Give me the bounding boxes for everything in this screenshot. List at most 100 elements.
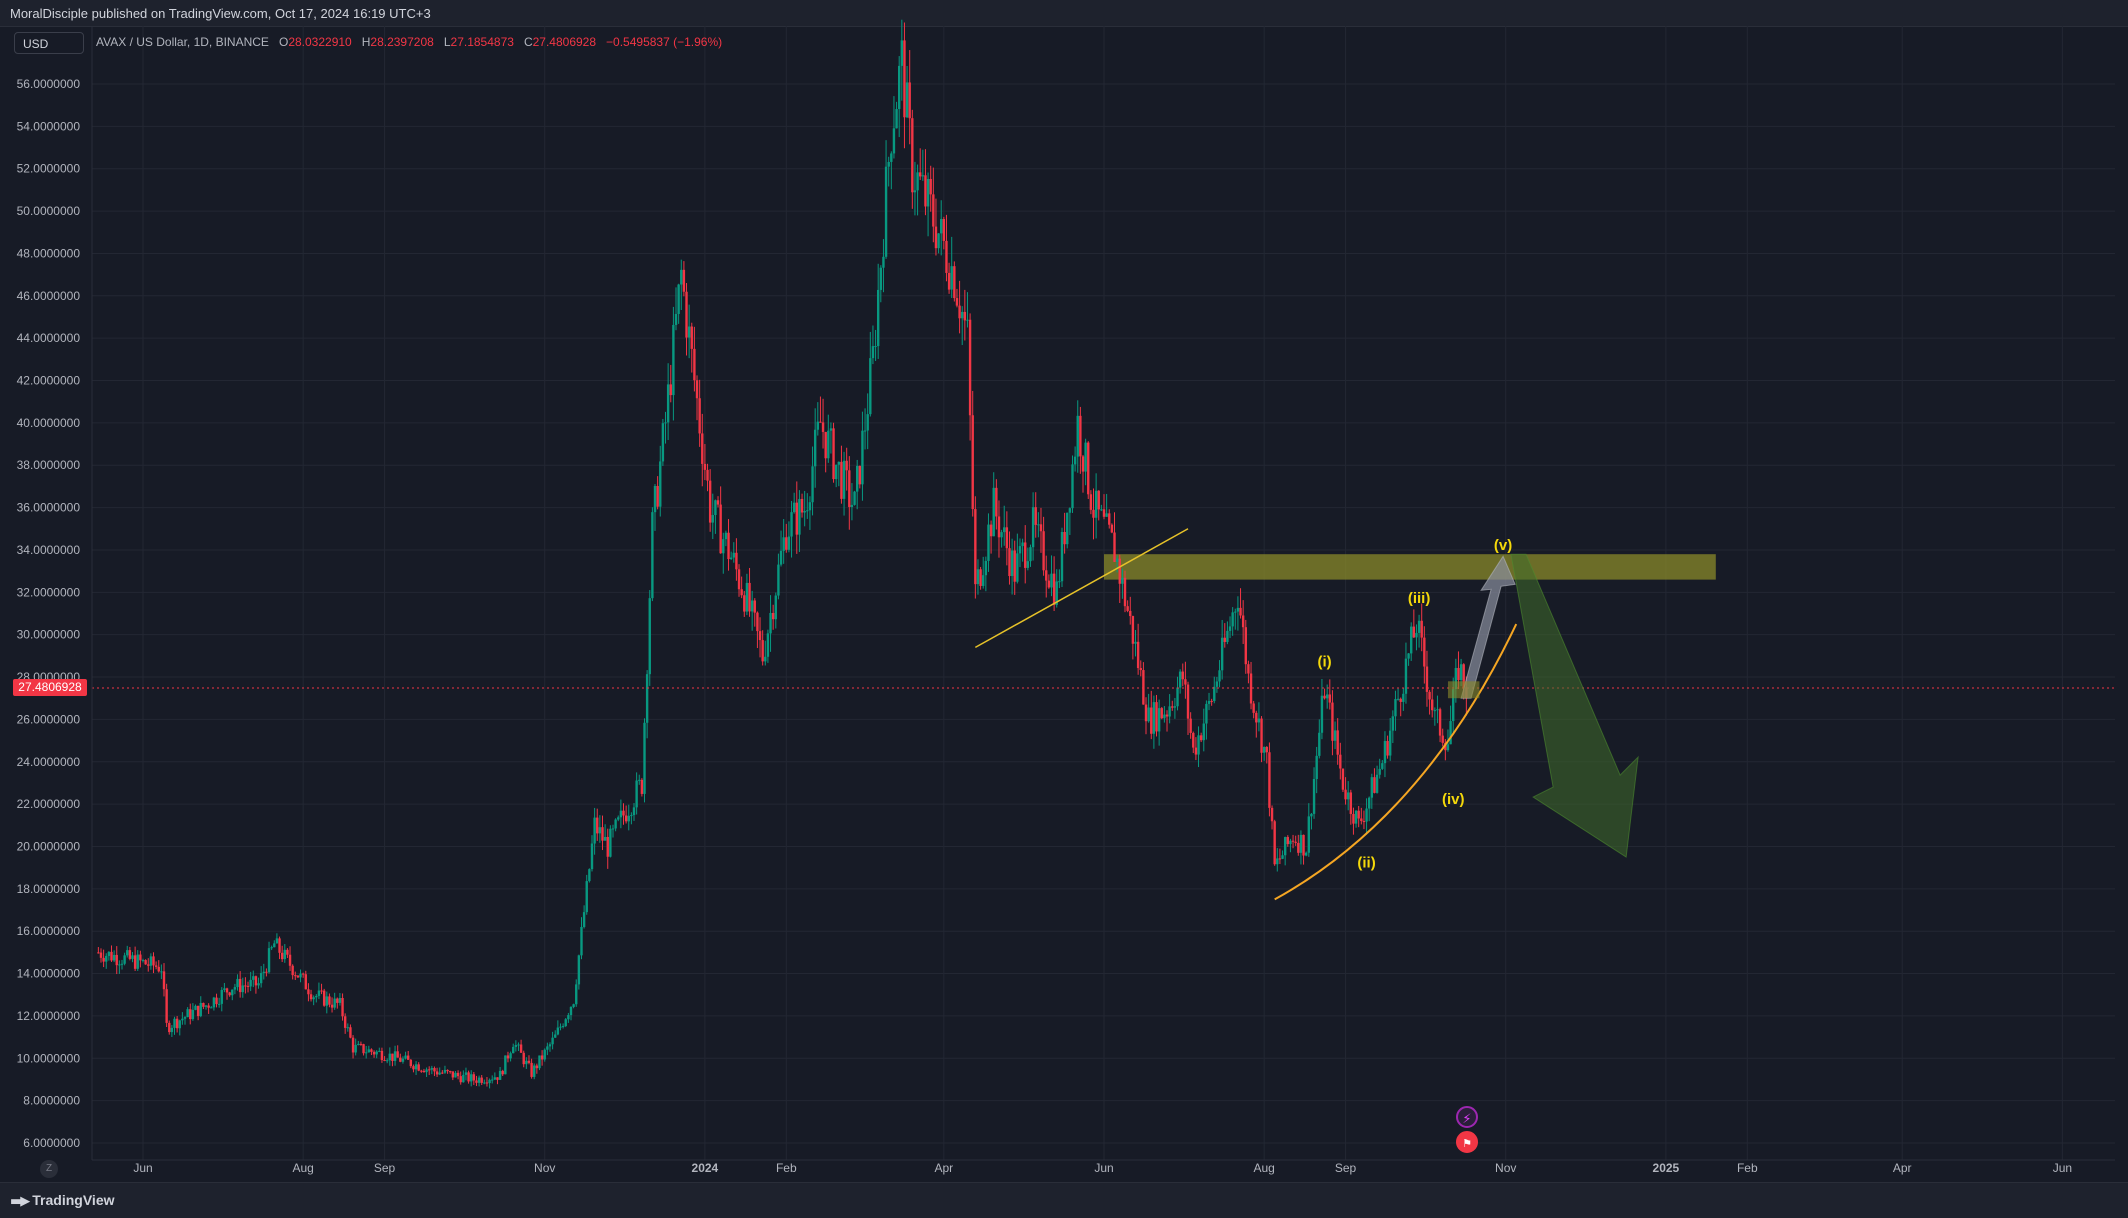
candle-body [1294,841,1297,843]
high-label: H [361,35,371,49]
candle-body [1126,606,1129,611]
candle-body [385,1060,389,1062]
candle-body [212,997,216,1008]
candle-body [254,976,258,986]
candle-body [1034,507,1037,525]
candle-body [488,1079,491,1084]
candle-body [522,1052,525,1065]
projection-down-arrow[interactable] [1510,553,1639,858]
candle-body [601,827,604,841]
candle-body [758,631,762,641]
candle-body [1037,524,1040,526]
candle-body [262,971,265,974]
x-tick-label: 2024 [692,1161,719,1175]
candle-body [280,952,284,960]
candle-body [787,536,791,550]
candles [97,19,1468,1089]
x-tick-label: Sep [374,1161,396,1175]
candle-body [1163,714,1166,719]
candle-body [1336,730,1339,755]
candle-body [375,1051,378,1055]
projection-up-arrow[interactable] [1460,555,1516,699]
candle-body [1449,721,1452,745]
candle-body [168,1022,171,1033]
candle-body [236,978,239,988]
target-box[interactable] [1447,681,1480,699]
candle-body [322,990,326,1006]
candle-body [1423,637,1426,667]
candle-body [929,178,932,195]
candle-body [441,1072,444,1074]
candle-body [1431,699,1434,711]
candle-body [643,722,646,794]
candle-body [1092,509,1095,518]
candle-body [231,989,234,996]
candle-body [1373,777,1376,793]
price-axis[interactable]: 56.0000000 54.0000000 52.0000000 50.0000000… [17,26,93,1160]
candle-body [1047,580,1051,588]
candle-body [1155,702,1158,732]
candle-body [391,1053,394,1061]
support-curve[interactable] [1274,623,1518,901]
candle-body [1100,509,1103,511]
candle-body [202,1002,205,1007]
candle-body [1134,641,1137,644]
candle-body [995,487,998,517]
candle-body [1215,681,1219,687]
candle-body [338,997,342,1003]
event-bolt-icon[interactable]: ⚡ [1456,1106,1478,1128]
currency-selector[interactable]: USD [14,32,84,54]
candle-body [1000,532,1003,538]
candle-body [989,524,993,537]
y-tick-label: 8.0000000 [23,1094,80,1108]
candle-body [1010,550,1014,577]
candle-body [443,1069,447,1073]
candle-body [286,949,289,955]
y-tick-label: 24.0000000 [17,755,81,769]
zoom-reset-button[interactable]: Z [40,1160,58,1178]
candle-body [997,516,1001,538]
candle-body [470,1074,473,1082]
candle-body [359,1043,363,1045]
x-tick-label: Feb [1737,1161,1758,1175]
candle-body [449,1071,452,1073]
candle-body [984,560,988,576]
candle-body [790,512,793,537]
drawings[interactable]: (i) (ii) (iii) (iv) (v) [974,528,1639,901]
candle-body [1404,658,1408,694]
candle-body [748,582,751,612]
candle-body [724,532,728,540]
trendline[interactable] [974,528,1189,649]
tradingview-logo[interactable]: ▬▶ TradingView [10,1192,115,1209]
candle-body [774,595,777,620]
candle-body [590,843,594,870]
y-tick-label: 54.0000000 [17,119,81,133]
candle-body [1060,531,1064,582]
event-flag-icon[interactable]: ⚑ [1456,1131,1478,1153]
candle-body [564,1019,567,1027]
candle-body [680,269,683,285]
candle-body [1197,735,1200,755]
candle-body [1381,763,1384,769]
candle-body [1286,837,1289,845]
candle-body [1299,834,1303,853]
candle-body [425,1069,428,1073]
candle-body [1142,670,1145,705]
candle-body [1021,542,1024,547]
candle-body [433,1068,436,1072]
candle-body [1415,632,1418,638]
candle-body [863,430,867,432]
candle-body [750,600,754,612]
candle-body [1291,840,1295,842]
candle-body [1076,415,1079,457]
open-label: O [278,35,289,49]
candle-body [992,487,995,537]
y-tick-label: 12.0000000 [17,1009,81,1023]
candle-body [357,1043,360,1045]
candle-body [714,500,717,516]
candle-body [1399,698,1402,702]
candle-body [745,582,749,612]
candle-body [241,985,244,993]
time-axis[interactable]: Jun Aug Sep Nov 2024 Feb Apr Jun Aug Sep Nov 2025 Fe… [92,1159,2115,1175]
